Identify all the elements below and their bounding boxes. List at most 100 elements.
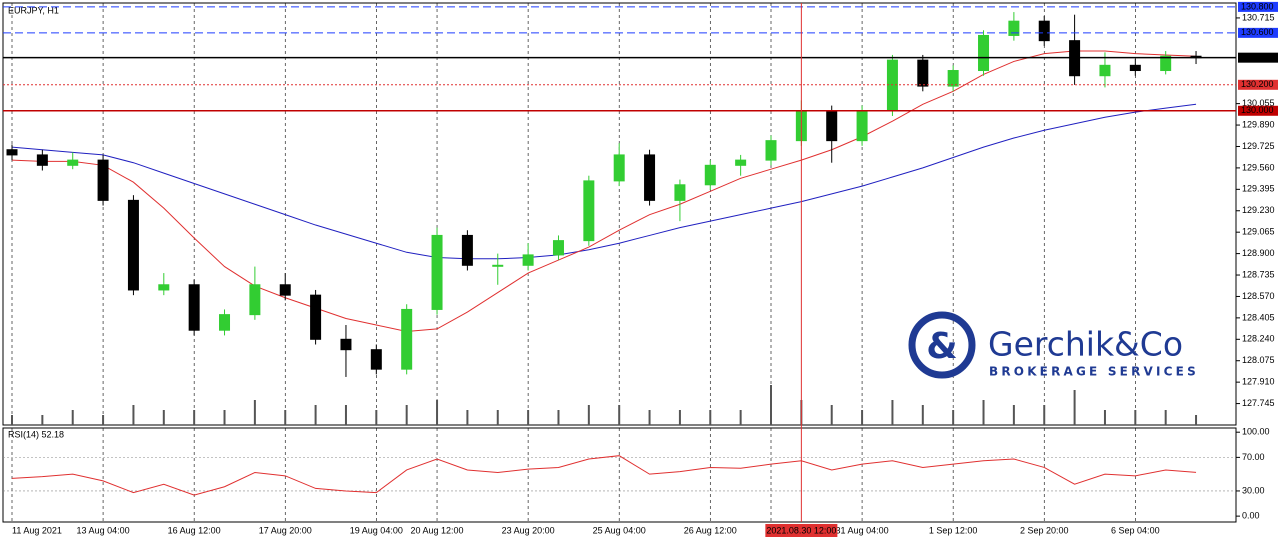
x-tick-label: 25 Aug 04:00 <box>593 525 646 535</box>
candle-body <box>492 264 504 267</box>
x-tick-label: 17 Aug 20:00 <box>259 525 312 535</box>
level-tag <box>1238 27 1278 38</box>
candle-body <box>6 149 18 156</box>
volume-bar <box>71 410 74 425</box>
candle-body <box>340 338 352 351</box>
candle-body <box>158 284 170 291</box>
level-label: 130.200 <box>1241 79 1274 89</box>
volume-bar <box>678 410 681 425</box>
candle-body <box>1099 64 1111 77</box>
y-tick-label: 128.735 <box>1242 269 1275 279</box>
level-label: 130.000 <box>1241 105 1274 115</box>
volume-bar <box>132 405 135 425</box>
candle-body <box>1008 20 1020 36</box>
volume-bar <box>648 410 651 425</box>
volume-bar <box>344 405 347 425</box>
x-tick-label: 13 Aug 04:00 <box>77 525 130 535</box>
moving-average <box>11 103 1197 260</box>
candle-body <box>188 284 200 331</box>
candle-body <box>978 34 990 72</box>
candle-body <box>127 199 139 291</box>
moving-average <box>11 50 1197 333</box>
volume-bar <box>830 405 833 425</box>
rsi-tick-label: 30.00 <box>1242 485 1265 495</box>
watermark-name: Gerchik&Co <box>988 325 1183 364</box>
rsi-tick-label: 100.00 <box>1242 427 1270 437</box>
volume-bar <box>1195 415 1198 425</box>
y-tick-label: 128.570 <box>1242 291 1275 301</box>
candle-body <box>735 159 747 166</box>
watermark-tagline: BROKERAGE SERVICES <box>989 365 1199 379</box>
x-tick-label: 16 Aug 12:00 <box>168 525 221 535</box>
candle-body <box>583 180 595 242</box>
candle-body <box>552 240 564 256</box>
candle-body <box>461 234 473 266</box>
x-tick-label: 2 Sep 20:00 <box>1020 525 1069 535</box>
volume-bar <box>1103 410 1106 425</box>
x-tick-label: 1 Sep 12:00 <box>929 525 978 535</box>
volume-bar <box>314 405 317 425</box>
candle-body <box>826 110 838 142</box>
logo-glyph: & <box>926 326 957 367</box>
volume-bar <box>739 410 742 425</box>
candle-body <box>370 349 382 370</box>
y-tick-label: 128.240 <box>1242 334 1275 344</box>
candle-body <box>704 164 716 186</box>
y-tick-label: 130.715 <box>1242 12 1275 22</box>
candle-body <box>1160 55 1172 72</box>
level-tag <box>1238 1 1278 12</box>
candle-body <box>1038 20 1050 42</box>
y-tick-label: 130.055 <box>1242 98 1275 108</box>
volume-bar <box>223 410 226 425</box>
candle-body <box>36 154 48 166</box>
x-tick-label: 11 Aug 2021 <box>12 525 62 535</box>
volume-bar <box>466 410 469 425</box>
volume-bar <box>618 405 621 425</box>
indicator-title: RSI(14) 52.18 <box>8 429 64 439</box>
volume-bar <box>557 410 560 425</box>
candle-body <box>522 254 534 266</box>
candle-body <box>431 234 443 310</box>
y-tick-label: 129.725 <box>1242 141 1275 151</box>
volume-bar <box>982 400 985 425</box>
candle-body <box>97 159 109 201</box>
chart-title: EURJPY, H1 <box>8 5 59 15</box>
candle-body <box>674 184 686 201</box>
y-tick-label: 129.065 <box>1242 227 1275 237</box>
y-tick-label: 129.890 <box>1242 119 1275 129</box>
volume-bar <box>1073 390 1076 425</box>
logo-ring <box>908 311 976 379</box>
volume-bar <box>405 405 408 425</box>
rsi-tick-label: 0.00 <box>1242 511 1260 521</box>
volume-bar <box>193 410 196 425</box>
level-label: 130.600 <box>1241 27 1274 37</box>
candle-body <box>644 154 656 201</box>
volume-bar <box>375 410 378 425</box>
volume-bar <box>770 385 772 425</box>
volume-bar <box>1012 405 1015 425</box>
volume-bar <box>496 410 499 425</box>
candle-body <box>219 314 231 331</box>
candle-body <box>67 159 79 166</box>
volume-bar <box>162 410 165 425</box>
volume-bar <box>41 415 44 425</box>
level-tag <box>1238 52 1278 63</box>
volume-bar <box>253 400 256 425</box>
candle-body <box>401 308 413 370</box>
candle-body <box>249 284 261 316</box>
volume-bar <box>11 415 13 425</box>
x-tick-label: 20 Aug 12:00 <box>411 525 464 535</box>
volume-bar <box>921 405 924 425</box>
y-tick-label: 129.230 <box>1242 205 1275 215</box>
level-label: 130.800 <box>1241 1 1274 11</box>
candle-body <box>765 140 777 161</box>
candle-body <box>613 154 625 182</box>
y-tick-label: 129.560 <box>1242 162 1275 172</box>
candle-body <box>917 59 929 87</box>
candle-body <box>856 110 868 142</box>
candle-body <box>310 294 322 340</box>
x-tick-label: 6 Sep 04:00 <box>1111 525 1160 535</box>
volume-bar <box>102 415 105 425</box>
